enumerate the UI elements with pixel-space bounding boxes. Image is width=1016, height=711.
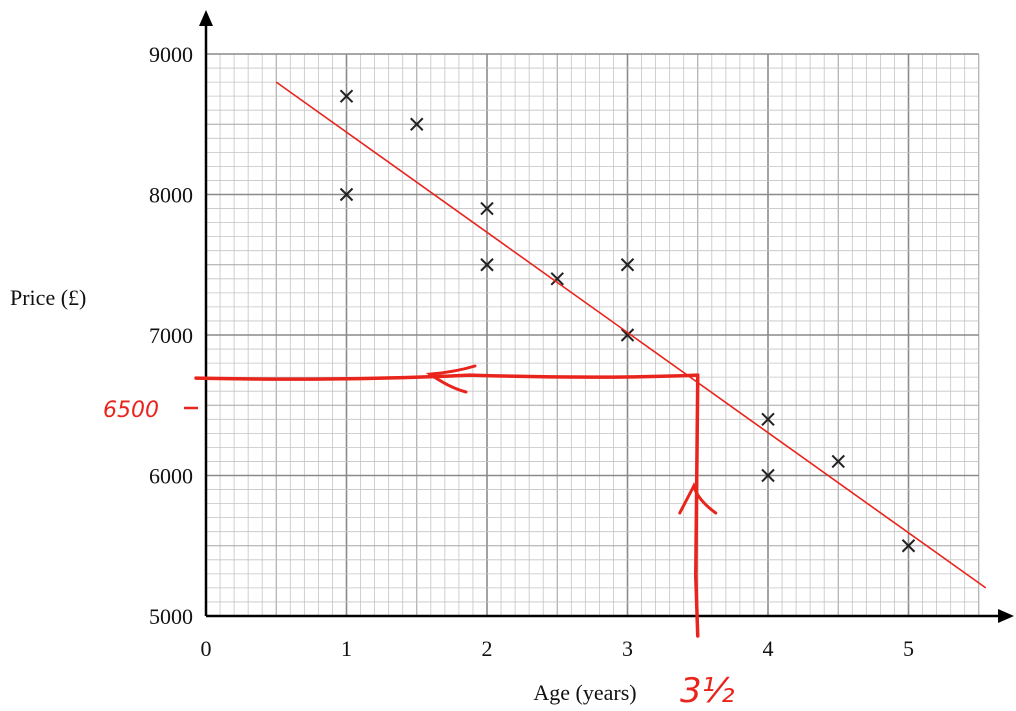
tick-labels: 0 1 2 3 4 5 5000 6000 7000 8000 9000 <box>149 42 914 661</box>
data-point-stroke <box>339 187 354 202</box>
data-point <box>339 89 354 103</box>
x-tick-label: 3 <box>622 636 633 661</box>
data-point <box>480 258 494 272</box>
x-axis-arrow <box>998 609 1014 623</box>
data-point <box>339 187 354 202</box>
line-of-best-fit <box>275 81 987 589</box>
y-reading-label: 6500 <box>103 398 159 423</box>
data-point <box>550 272 564 286</box>
x-axis-label: Age (years) <box>533 680 636 705</box>
axes <box>199 10 1014 623</box>
y-tick-label: 7000 <box>149 323 193 348</box>
data-point <box>620 328 635 342</box>
x-tick-label: 4 <box>763 636 774 661</box>
data-point-stroke <box>620 328 635 342</box>
data-points <box>339 89 916 553</box>
reading-up-arrowhead <box>678 481 718 515</box>
grid <box>205 53 980 617</box>
reading-left-arrowhead <box>425 364 477 394</box>
y-tick-label: 5000 <box>149 604 193 629</box>
y-axis-arrow <box>199 10 213 26</box>
x-tick-label: 5 <box>903 636 914 661</box>
data-point-stroke <box>480 201 494 216</box>
y-tick-label: 6000 <box>149 464 193 489</box>
data-point-stroke <box>901 539 916 553</box>
reading-vertical-line <box>693 375 700 638</box>
y-axis-label: Price (£) <box>10 285 86 310</box>
data-point-stroke <box>761 468 775 483</box>
data-point-stroke <box>480 258 494 272</box>
data-point-stroke <box>831 454 845 469</box>
data-point <box>831 454 845 469</box>
annotations: 6500 3½ <box>103 364 735 711</box>
data-point-stroke <box>761 412 775 427</box>
data-point <box>901 539 916 553</box>
data-point <box>480 201 494 216</box>
data-point-stroke <box>410 117 424 131</box>
data-point-stroke <box>550 272 564 286</box>
data-point-stroke <box>339 89 354 103</box>
data-point <box>410 117 424 131</box>
y-tick-label: 8000 <box>149 183 193 208</box>
x-tick-label: 1 <box>341 636 352 661</box>
data-point <box>620 258 635 272</box>
best-fit-line <box>275 81 987 589</box>
x-tick-label: 2 <box>482 636 493 661</box>
data-point-stroke <box>620 258 635 272</box>
x-tick-label: 0 <box>201 636 212 661</box>
x-reading-label: 3½ <box>680 671 735 711</box>
data-point <box>761 412 775 427</box>
y-tick-label: 9000 <box>149 42 193 67</box>
data-point <box>761 468 775 483</box>
reading-horizontal-line <box>194 373 700 381</box>
